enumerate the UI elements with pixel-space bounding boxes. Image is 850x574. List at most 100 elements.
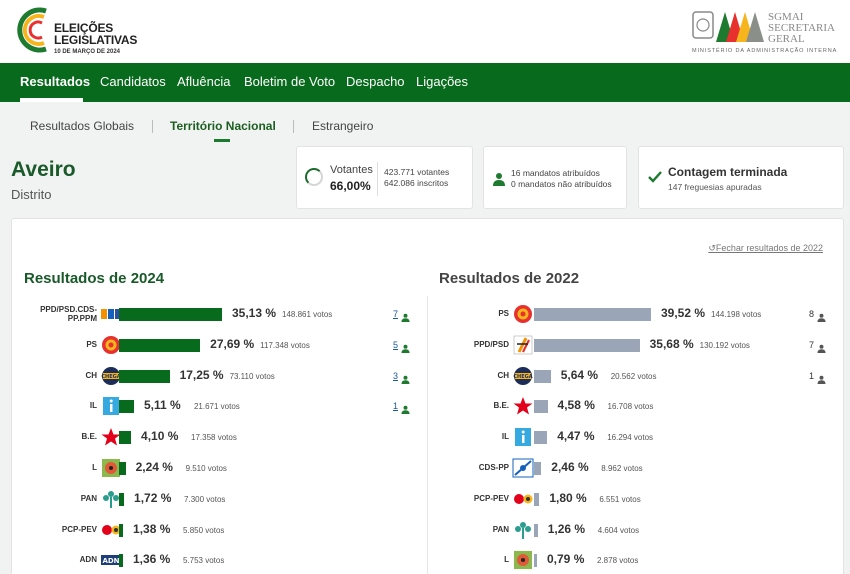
pan-logo-icon xyxy=(100,489,122,509)
turnout-progress-icon xyxy=(305,168,323,186)
party-name: ADN xyxy=(79,555,97,565)
party-name: B.E. xyxy=(81,432,97,442)
result-bar xyxy=(534,369,551,383)
party-name: PPD/PSD.CDS-PP.PPM xyxy=(40,305,97,323)
result-pct: 27,69 % xyxy=(210,336,255,351)
elections-logo-date: 10 DE MARÇO DE 2024 xyxy=(54,49,121,55)
result-seats: 1 xyxy=(809,370,815,381)
tab-active-indicator xyxy=(214,139,230,142)
nav-active-indicator xyxy=(20,98,83,102)
results-2022-list: PS 39,52 % 144.198 votos 8 PPD/PSD 35,68 % 130… xyxy=(12,219,845,574)
result-votes: 6.551 votos xyxy=(599,494,641,504)
result-votes: 144.198 votos xyxy=(711,310,762,319)
party-name: L xyxy=(504,555,509,565)
result-pct: 1,36 % xyxy=(132,552,171,567)
turnout-label: Votantes xyxy=(330,164,373,176)
sgmai-logo[interactable]: SGMAI SECRETARIA GERAL MINISTÉRIO DA ADM… xyxy=(692,10,840,56)
cds-logo-icon xyxy=(512,458,534,478)
result-bar xyxy=(534,554,537,568)
svg-text:CHEGA: CHEGA xyxy=(101,374,120,380)
pan-logo-icon xyxy=(512,520,534,540)
tab-separator xyxy=(293,120,294,133)
result-bar xyxy=(534,523,538,537)
result-pct: 1,72 % xyxy=(134,490,172,505)
close-2022-results-link[interactable]: ↺Fechar resultados de 2022 xyxy=(708,243,823,253)
person-icon xyxy=(817,309,826,322)
nav-boletim-de-voto[interactable]: Boletim de Voto xyxy=(244,74,336,89)
result-pct: 2,24 % xyxy=(135,460,173,474)
column-divider xyxy=(427,296,428,574)
count-subtitle: 147 freguesias apuradas xyxy=(668,182,762,192)
result-seats[interactable]: 7 xyxy=(393,309,399,319)
il-logo-icon xyxy=(512,427,534,447)
result-bar xyxy=(119,492,125,506)
person-icon xyxy=(401,309,410,322)
party-name: CH xyxy=(497,370,509,380)
be-logo-icon xyxy=(512,396,534,416)
results-2024-list: PPD/PSD.CDS-PP.PPM 35,13 % 148.861 votos 7 P… xyxy=(12,219,845,574)
ministry-text: MINISTÉRIO DA ADMINISTRAÇÃO INTERNA xyxy=(692,48,838,54)
result-pct: 0,79 % xyxy=(547,552,585,567)
result-bar xyxy=(534,462,542,475)
result-votes: 73.110 votos xyxy=(229,371,275,381)
result-bar xyxy=(119,431,132,445)
district-type: Distrito xyxy=(11,187,52,202)
result-votes: 20.562 votos xyxy=(610,371,657,381)
result-pct: 1,26 % xyxy=(547,521,586,536)
cdu-logo-icon xyxy=(512,489,534,509)
tab-estrangeiro[interactable]: Estrangeiro xyxy=(312,119,374,133)
person-icon xyxy=(401,401,410,415)
result-pct: 17,25 % xyxy=(179,367,224,382)
result-pct: 35,68 % xyxy=(649,336,694,351)
mandates-assigned: 16 mandatos atribuídos xyxy=(511,168,600,178)
nav-despacho[interactable]: Despacho xyxy=(346,74,405,89)
tab-resultados-globais[interactable]: Resultados Globais xyxy=(30,119,135,133)
nav-resultados[interactable]: Resultados xyxy=(20,74,91,89)
result-bar xyxy=(534,492,540,506)
result-bar xyxy=(534,400,548,414)
result-seats[interactable]: 3 xyxy=(393,370,399,381)
result-bar xyxy=(119,400,134,414)
ch-logo-icon: CHEGA xyxy=(100,366,122,386)
result-bar xyxy=(119,369,170,383)
party-name: PS xyxy=(86,339,97,349)
result-votes: 16.708 votos xyxy=(607,402,654,412)
results-2022-title: Resultados de 2022 xyxy=(439,270,580,287)
turnout-votes: 423.771 votantes xyxy=(384,167,450,177)
party-name: L xyxy=(92,463,97,472)
result-bar xyxy=(534,308,651,321)
result-pct: 1,80 % xyxy=(549,490,587,505)
person-icon xyxy=(817,371,826,384)
result-votes: 5.850 votos xyxy=(183,525,225,535)
party-name: IL xyxy=(89,401,97,411)
result-seats: 7 xyxy=(809,339,815,350)
cdu-logo-icon xyxy=(100,520,122,540)
sgmai-text: SGMAI SECRETARIA GERAL xyxy=(768,11,835,45)
result-pct: 1,38 % xyxy=(133,521,171,536)
result-bar xyxy=(119,308,222,321)
svg-text:CHEGA: CHEGA xyxy=(513,374,532,380)
site-header: ELEIÇÕES LEGISLATIVAS 10 DE MARÇO DE 202… xyxy=(0,0,850,63)
party-name: PCP-PEV xyxy=(473,493,509,503)
result-seats[interactable]: 1 xyxy=(393,401,399,412)
card-divider xyxy=(377,162,378,196)
result-pct: 5,64 % xyxy=(560,367,599,382)
result-bar xyxy=(119,523,124,537)
sub-nav: Resultados Globais Território Nacional E… xyxy=(0,102,850,146)
person-icon xyxy=(493,173,505,186)
count-title: Contagem terminada xyxy=(668,165,788,179)
nav-candidatos[interactable]: Candidatos xyxy=(100,74,166,89)
result-votes: 17.358 votos xyxy=(191,433,237,443)
result-votes: 117.348 votos xyxy=(260,340,310,350)
ps-logo-icon xyxy=(100,335,122,355)
result-bar xyxy=(119,462,126,475)
nav-ligacoes[interactable]: Ligações xyxy=(416,74,469,89)
result-pct: 4,10 % xyxy=(141,429,179,444)
result-seats[interactable]: 5 xyxy=(393,339,399,350)
elections-logo[interactable]: ELEIÇÕES LEGISLATIVAS 10 DE MARÇO DE 202… xyxy=(16,5,137,59)
tab-territorio-nacional[interactable]: Território Nacional xyxy=(170,119,276,133)
result-votes: 16.294 votos xyxy=(607,433,654,443)
turnout-card: Votantes 66,00% 423.771 votantes 642.086… xyxy=(296,146,473,209)
nav-afluencia[interactable]: Afluência xyxy=(177,74,231,89)
count-card: Contagem terminada 147 freguesias apurad… xyxy=(638,146,844,209)
